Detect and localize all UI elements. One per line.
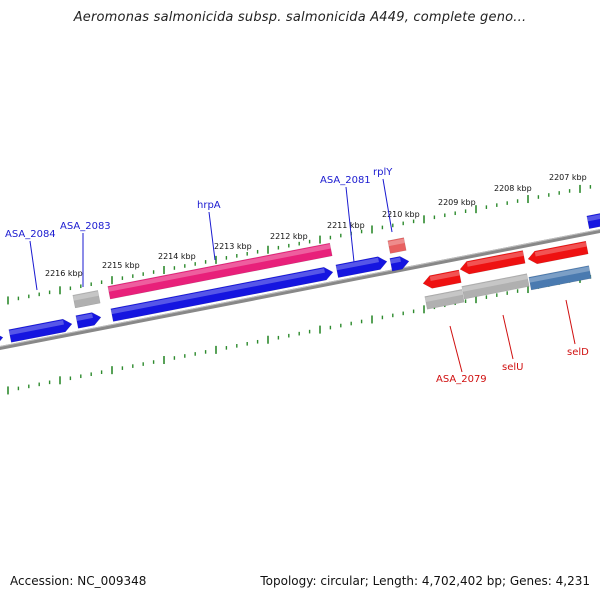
gene-feature-selu-sheen [466, 251, 524, 267]
gene-feature-asa-2083[interactable] [75, 312, 102, 329]
genome-backbone-highlight [0, 228, 600, 348]
tick-label-2215: 2215 kbp [102, 261, 140, 270]
gene-label-selu[interactable]: selU [502, 362, 523, 373]
gene-feature-gray-2-sheen [424, 290, 463, 302]
leader-line-rply [382, 178, 393, 233]
gene-feature-salmon-sheen [387, 238, 405, 247]
gene-track [0, 213, 600, 347]
gene-label-asa-2081[interactable]: ASA_2081 [320, 175, 371, 186]
gene-feature-rply-sheen [389, 257, 401, 264]
gene-feature-salmon[interactable] [387, 237, 407, 254]
leader-line-asa-2079 [449, 325, 463, 373]
gene-feature-hrpa-strand-sheen [110, 268, 325, 315]
gene-feature-asa-2084[interactable] [8, 318, 73, 343]
gene-feature-gray-1[interactable] [72, 290, 101, 309]
gene-feature-hrpa-strand[interactable] [110, 266, 334, 322]
gene-feature-seld[interactable] [527, 240, 589, 265]
genome-summary-text: Topology: circular; Length: 4,702,402 bp… [260, 574, 590, 588]
leader-line-seld [565, 299, 576, 345]
tick-label-2207: 2207 kbp [549, 173, 587, 182]
leader-line-hrpa [208, 211, 216, 261]
gene-feature-asa-2079[interactable] [422, 269, 462, 289]
genome-backbone-layer [0, 228, 600, 351]
tick-label-2210: 2210 kbp [382, 210, 420, 219]
gene-feature-asa-2079-sheen [429, 270, 460, 282]
tick-label-2216: 2216 kbp [45, 269, 83, 278]
gene-feature-gray-2[interactable] [424, 289, 465, 310]
gene-feature-gray-1-sheen [72, 291, 99, 301]
gene-feature-hrpa[interactable] [107, 242, 333, 300]
tick-label-2208: 2208 kbp [494, 184, 532, 193]
gene-feature-steel[interactable] [528, 265, 592, 291]
gene-feature-right-edge-sheen [586, 214, 600, 222]
gene-label-hrpa[interactable]: hrpA [197, 200, 221, 211]
gene-label-asa-2083[interactable]: ASA_2083 [60, 221, 111, 232]
gene-label-seld[interactable]: selD [567, 347, 589, 358]
gene-feature-gray-3[interactable] [461, 273, 530, 300]
tick-label-2211: 2211 kbp [327, 221, 365, 230]
gene-feature-selu[interactable] [459, 250, 526, 275]
gene-feature-asa-2083-sheen [75, 313, 93, 322]
tick-label-2212: 2212 kbp [270, 232, 308, 241]
gene-label-asa-2084[interactable]: ASA_2084 [5, 229, 56, 240]
inner-tick-track [7, 274, 592, 395]
tick-label-2214: 2214 kbp [158, 252, 196, 261]
gene-feature-gray-3-sheen [461, 274, 528, 292]
gene-feature-hrpa-sheen [107, 244, 331, 292]
gene-label-asa-2079[interactable]: ASA_2079 [436, 374, 487, 385]
gene-feature-asa-2084-sheen [8, 320, 64, 336]
gene-feature-left-edge[interactable] [0, 333, 4, 347]
label-layer: 2207 kbp 2208 kbp 2209 kbp 2210 kbp 2211… [5, 167, 589, 385]
tick-label-2213: 2213 kbp [214, 242, 252, 251]
map-title: Aeromonas salmonicida subsp. salmonicida… [73, 10, 527, 25]
gene-label-rply[interactable]: rplY [373, 167, 393, 178]
genome-backbone [0, 228, 600, 351]
gene-feature-steel-sheen [528, 266, 590, 283]
gene-feature-asa-2081-sheen [335, 257, 379, 271]
tick-label-2209: 2209 kbp [438, 198, 476, 207]
accession-text: Accession: NC_009348 [10, 574, 147, 588]
gene-feature-rply[interactable] [389, 256, 410, 272]
leader-line-asa-2081 [345, 186, 355, 263]
gene-feature-right-edge[interactable] [586, 213, 600, 230]
gene-feature-asa-2081[interactable] [335, 256, 388, 278]
gene-feature-seld-sheen [534, 242, 587, 257]
leader-line-asa-2084 [29, 240, 38, 291]
outer-tick-track [7, 184, 592, 305]
leader-line-selu [502, 314, 514, 360]
